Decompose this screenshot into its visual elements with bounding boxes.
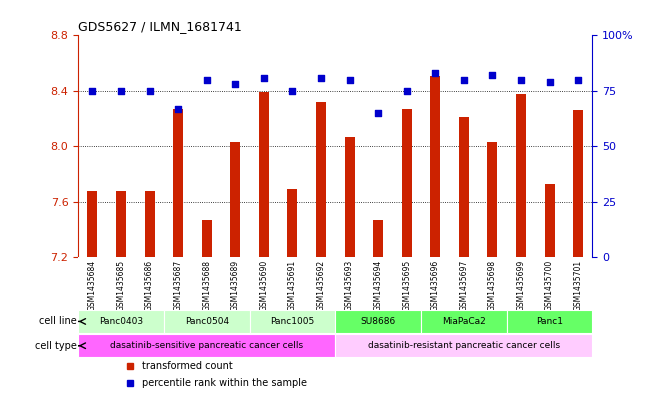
- Bar: [421, 310, 506, 333]
- Text: GSM1435687: GSM1435687: [174, 260, 183, 311]
- Bar: [516, 94, 526, 257]
- Text: GSM1435701: GSM1435701: [574, 260, 583, 311]
- Point: [173, 105, 184, 112]
- Bar: [488, 142, 497, 257]
- Point: [230, 81, 240, 87]
- Point: [344, 77, 355, 83]
- Point: [145, 88, 155, 94]
- Point: [573, 77, 583, 83]
- Text: GSM1435688: GSM1435688: [202, 260, 211, 311]
- Text: dasatinib-resistant pancreatic cancer cells: dasatinib-resistant pancreatic cancer ce…: [368, 341, 560, 350]
- Point: [430, 70, 441, 76]
- Bar: [230, 142, 240, 257]
- Text: Panc0403: Panc0403: [99, 317, 143, 326]
- Bar: [344, 137, 355, 257]
- Bar: [259, 92, 269, 257]
- Text: Panc0504: Panc0504: [185, 317, 229, 326]
- Bar: [116, 191, 126, 257]
- Bar: [287, 189, 298, 257]
- Text: dasatinib-sensitive pancreatic cancer cells: dasatinib-sensitive pancreatic cancer ce…: [110, 341, 303, 350]
- Bar: [544, 184, 555, 257]
- Point: [458, 77, 469, 83]
- Bar: [316, 102, 326, 257]
- Text: MiaPaCa2: MiaPaCa2: [442, 317, 486, 326]
- Point: [316, 74, 326, 81]
- Bar: [145, 191, 154, 257]
- Point: [116, 88, 126, 94]
- Bar: [430, 75, 440, 257]
- Text: GSM1435685: GSM1435685: [117, 260, 126, 311]
- Bar: [202, 220, 212, 257]
- Bar: [164, 310, 249, 333]
- Point: [201, 77, 212, 83]
- Text: GSM1435692: GSM1435692: [316, 260, 326, 311]
- Point: [516, 77, 526, 83]
- Text: GSM1435700: GSM1435700: [545, 260, 554, 311]
- Text: GSM1435699: GSM1435699: [516, 260, 525, 311]
- Text: GSM1435686: GSM1435686: [145, 260, 154, 311]
- Bar: [506, 310, 592, 333]
- Bar: [402, 109, 411, 257]
- Text: Panc1: Panc1: [536, 317, 563, 326]
- Bar: [78, 310, 164, 333]
- Text: cell line: cell line: [39, 316, 77, 327]
- Text: Panc1005: Panc1005: [270, 317, 314, 326]
- Bar: [78, 334, 335, 357]
- Bar: [373, 220, 383, 257]
- Bar: [87, 191, 98, 257]
- Point: [287, 88, 298, 94]
- Point: [487, 72, 497, 79]
- Point: [402, 88, 412, 94]
- Point: [373, 110, 383, 116]
- Text: GSM1435689: GSM1435689: [230, 260, 240, 311]
- Point: [87, 88, 98, 94]
- Text: GSM1435697: GSM1435697: [460, 260, 468, 311]
- Text: GSM1435684: GSM1435684: [88, 260, 97, 311]
- Text: GSM1435694: GSM1435694: [374, 260, 383, 311]
- Bar: [335, 334, 592, 357]
- Point: [258, 74, 269, 81]
- Text: GSM1435693: GSM1435693: [345, 260, 354, 311]
- Text: GSM1435698: GSM1435698: [488, 260, 497, 311]
- Text: GSM1435696: GSM1435696: [431, 260, 440, 311]
- Bar: [459, 117, 469, 257]
- Bar: [173, 109, 183, 257]
- Bar: [573, 110, 583, 257]
- Text: GSM1435695: GSM1435695: [402, 260, 411, 311]
- Bar: [249, 310, 335, 333]
- Text: transformed count: transformed count: [143, 361, 233, 371]
- Bar: [335, 310, 421, 333]
- Text: GSM1435691: GSM1435691: [288, 260, 297, 311]
- Text: SU8686: SU8686: [361, 317, 396, 326]
- Text: GDS5627 / ILMN_1681741: GDS5627 / ILMN_1681741: [78, 20, 242, 33]
- Text: GSM1435690: GSM1435690: [259, 260, 268, 311]
- Text: cell type: cell type: [35, 341, 77, 351]
- Text: percentile rank within the sample: percentile rank within the sample: [143, 378, 307, 388]
- Point: [544, 79, 555, 85]
